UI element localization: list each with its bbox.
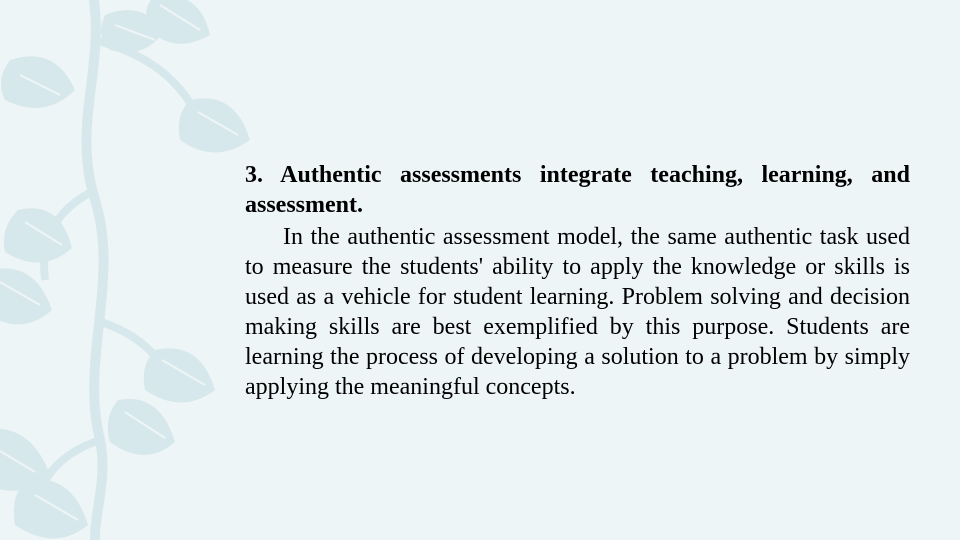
slide-paragraph-text: In the authentic assessment model, the s… — [245, 224, 910, 400]
slide-heading: 3. Authentic assessments integrate teach… — [245, 160, 910, 220]
slide-body: In the authentic assessment model, the s… — [245, 222, 910, 402]
slide-content: 3. Authentic assessments integrate teach… — [245, 160, 910, 402]
